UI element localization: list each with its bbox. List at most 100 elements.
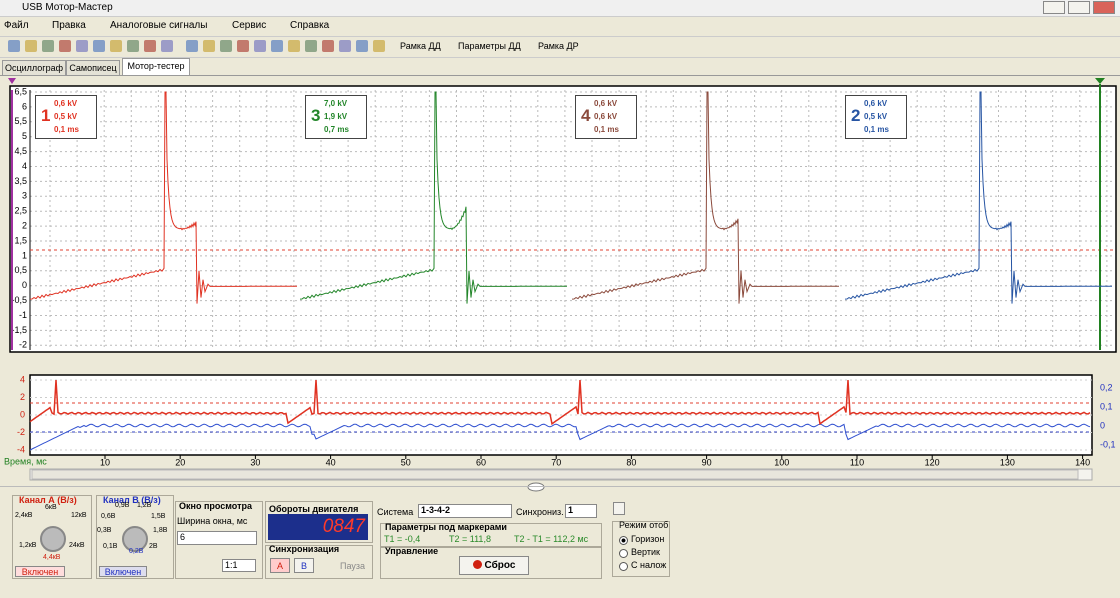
tab[interactable]: Осциллограф bbox=[2, 60, 66, 75]
knob-scale: 2В bbox=[149, 543, 158, 550]
channel-a-knob[interactable] bbox=[40, 526, 66, 552]
tab[interactable]: Мотор-тестер bbox=[122, 58, 190, 75]
view-group: Окно просмотра Ширина окна, мс 6 1:1 bbox=[175, 501, 263, 579]
cylinder-number: 4 bbox=[581, 106, 591, 125]
channel-b-knob[interactable] bbox=[122, 526, 148, 552]
toolbar-icon[interactable] bbox=[237, 40, 249, 52]
x-tick-label: 120 bbox=[925, 457, 940, 467]
marker-arrow bbox=[8, 78, 16, 84]
toolbar-icon[interactable] bbox=[356, 40, 368, 52]
menu-item[interactable]: Сервис bbox=[232, 20, 267, 31]
minimize-button[interactable] bbox=[1043, 1, 1065, 14]
sync-a-button[interactable]: A bbox=[270, 558, 290, 573]
waveform bbox=[571, 91, 839, 304]
toolbar-icon[interactable] bbox=[339, 40, 351, 52]
knob-scale: 1,5В bbox=[151, 513, 166, 520]
y-tick-label: 2 bbox=[22, 220, 27, 230]
cylinder-value: 0,1 ms bbox=[594, 125, 619, 134]
toolbar-icon[interactable] bbox=[288, 40, 300, 52]
sync-b-button[interactable]: B bbox=[294, 558, 314, 573]
cylinder-value: 1,9 kV bbox=[324, 112, 348, 121]
y-tick-label: 1,5 bbox=[14, 235, 27, 245]
view-title: Окно просмотра bbox=[179, 501, 252, 511]
x-tick-label: 10 bbox=[100, 457, 110, 467]
knob-scale: 1,2В bbox=[137, 502, 152, 509]
system-select[interactable]: 1-3-4-2 bbox=[418, 504, 512, 518]
maximize-button[interactable] bbox=[1068, 1, 1090, 14]
knob-scale: 0,2В bbox=[129, 548, 144, 555]
cylinder-box: 2 0,6 kV 0,5 kV 0,1 ms bbox=[845, 95, 907, 139]
cylinder-value: 0,6 kV bbox=[594, 112, 618, 121]
y-tick-label: -1 bbox=[19, 310, 27, 320]
rpm-display: 0847 bbox=[268, 514, 368, 540]
width-input[interactable]: 6 bbox=[177, 531, 257, 545]
knob-scale: 12кВ bbox=[71, 512, 87, 519]
toolbar-icon[interactable] bbox=[25, 40, 37, 52]
sync-cyl-label: Синхрониз. bbox=[516, 507, 564, 517]
toolbar-icon[interactable] bbox=[93, 40, 105, 52]
menu-item[interactable]: Файл bbox=[4, 20, 29, 31]
toolbar-icon[interactable] bbox=[144, 40, 156, 52]
toolbar-icon[interactable] bbox=[203, 40, 215, 52]
sync-cyl-select[interactable]: 1 bbox=[565, 504, 597, 518]
x-tick-label: 60 bbox=[476, 457, 486, 467]
toolbar-icon[interactable] bbox=[305, 40, 317, 52]
toolbar-icon[interactable] bbox=[373, 40, 385, 52]
tab[interactable]: Самописец bbox=[66, 60, 120, 75]
y-tick-label: 5 bbox=[22, 131, 27, 141]
right-tick-label: -0,1 bbox=[1100, 439, 1116, 449]
collapse-button[interactable] bbox=[613, 502, 625, 515]
control-title: Управление bbox=[385, 546, 439, 556]
toolbar-button[interactable]: Параметры ДД bbox=[458, 41, 521, 51]
radio-button[interactable] bbox=[619, 562, 628, 571]
channel-a-toggle[interactable]: Включен bbox=[15, 566, 65, 577]
knob-scale: 0,6В bbox=[101, 513, 116, 520]
marker-t1: T1 = -0,4 bbox=[384, 534, 421, 544]
toolbar-icon[interactable] bbox=[127, 40, 139, 52]
toolbar-icon[interactable] bbox=[186, 40, 198, 52]
toolbar-icon[interactable] bbox=[161, 40, 173, 52]
radio-button[interactable] bbox=[619, 536, 628, 545]
right-tick-label: 0,1 bbox=[1100, 401, 1113, 411]
toolbar-icon[interactable] bbox=[322, 40, 334, 52]
close-button[interactable] bbox=[1093, 1, 1115, 14]
right-tick-label: 0 bbox=[1100, 420, 1105, 430]
knob-scale: 1,2кВ bbox=[19, 542, 37, 549]
menu-item[interactable]: Правка bbox=[52, 20, 86, 31]
tab-bar: Осциллограф Самописец Мотор-тестер bbox=[0, 58, 1120, 76]
y-tick-label: 2,5 bbox=[14, 206, 27, 216]
toolbar-icon[interactable] bbox=[59, 40, 71, 52]
toolbar-icon[interactable] bbox=[220, 40, 232, 52]
toolbar-icon[interactable] bbox=[8, 40, 20, 52]
x-tick-label: 80 bbox=[626, 457, 636, 467]
toolbar-button[interactable]: Рамка ДД bbox=[400, 41, 441, 51]
x-tick-label: 100 bbox=[774, 457, 789, 467]
toolbar-button[interactable]: Рамка ДР bbox=[538, 41, 579, 51]
toolbar-icon[interactable] bbox=[76, 40, 88, 52]
knob-scale: 0,3В bbox=[97, 527, 112, 534]
cylinder-value: 0,6 kV bbox=[864, 99, 888, 108]
toolbar-icon[interactable] bbox=[254, 40, 266, 52]
cylinder-number: 1 bbox=[41, 106, 51, 125]
toolbar-icon[interactable] bbox=[271, 40, 283, 52]
y-tick-label: 0,5 bbox=[14, 265, 27, 275]
toolbar-icon[interactable] bbox=[110, 40, 122, 52]
menu-item[interactable]: Справка bbox=[290, 20, 330, 31]
rpm-group: Обороты двигателя 0847 bbox=[265, 501, 373, 543]
toolbar-icon[interactable] bbox=[42, 40, 54, 52]
reset-button[interactable]: Сброс bbox=[459, 556, 529, 575]
toolbar: Рамка ДД Параметры ДД Рамка ДР bbox=[0, 36, 1120, 58]
radio-label: Вертик bbox=[631, 547, 660, 557]
waveform bbox=[29, 379, 1091, 426]
menu-item[interactable]: Аналоговые сигналы bbox=[110, 20, 208, 31]
cylinder-box: 1 0,6 kV 0,5 kV 0,1 ms bbox=[35, 95, 97, 139]
channel-b-toggle[interactable]: Включен bbox=[99, 566, 147, 577]
zoom-select[interactable]: 1:1 bbox=[222, 559, 256, 572]
y-tick-label: -1,5 bbox=[11, 325, 27, 335]
left-tick-label: 2 bbox=[20, 392, 25, 402]
markers-title: Параметры под маркерами bbox=[385, 522, 507, 532]
marker-arrow bbox=[1095, 78, 1105, 84]
radio-button[interactable] bbox=[619, 549, 628, 558]
menu-bar: Файл Правка Аналоговые сигналы Сервис Справк… bbox=[0, 17, 1120, 34]
